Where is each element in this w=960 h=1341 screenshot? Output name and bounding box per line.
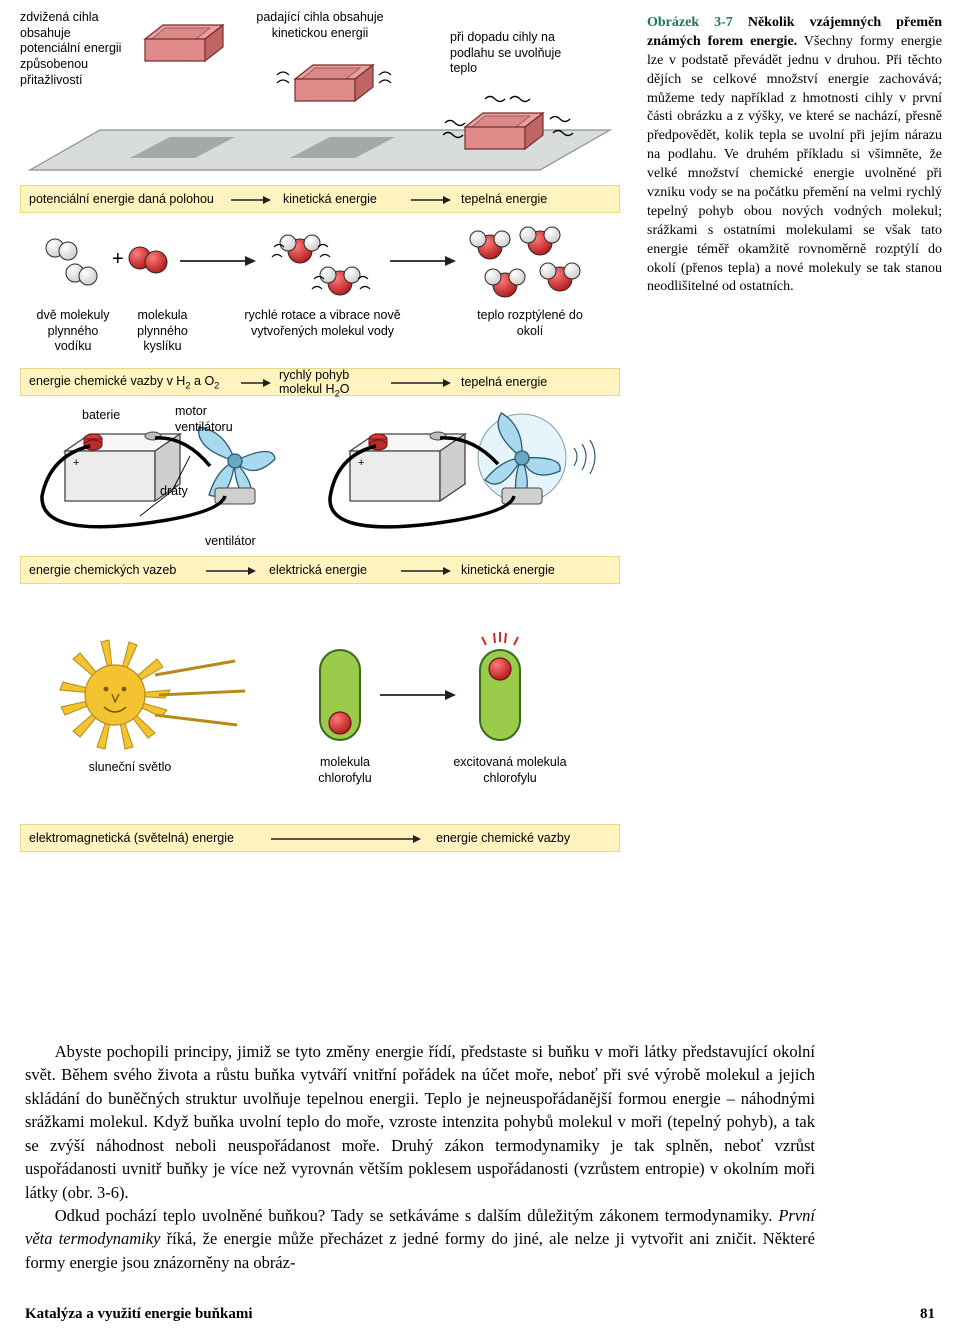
body-text: Abyste pochopili principy, jimiž se tyto… — [25, 1040, 815, 1274]
row4-lab-chloro: molekula chlorofylu — [305, 755, 385, 786]
row4-lab-sun: sluneční světlo — [75, 760, 185, 776]
row1-band-a: potenciální energie daná polohou — [29, 192, 214, 206]
arrow-icon — [206, 564, 256, 578]
row4-lab-excited: excitovaná molekula chlorofylu — [440, 755, 580, 786]
page-footer: Katalýza a využití energie buňkami 81 — [25, 1306, 935, 1323]
body-p2: Odkud pochází teplo uvolněné buňkou? Tad… — [25, 1204, 815, 1274]
row2-lab-right: teplo rozptýlené do okolí — [470, 308, 590, 339]
svg-text:+: + — [112, 248, 124, 270]
row4-sun-chlorophyll: sluneční světlo molekula chlorofylu exci… — [20, 620, 940, 820]
figure-caption: Obrázek 3-7 Několik vzájemných přeměn zn… — [647, 14, 942, 297]
row3-battery-fan: + — [20, 396, 940, 556]
row3-lab-wires: dráty — [160, 484, 188, 500]
row1-band-b: kinetická energie — [283, 192, 377, 206]
row1-band: potenciální energie daná polohou kinetic… — [20, 185, 620, 213]
row3-lab-motor: motor ventilátoru — [175, 404, 255, 435]
row3-band: energie chemických vazeb elektrická ener… — [20, 556, 620, 584]
arrow-icon — [411, 193, 451, 207]
arrow-icon — [391, 376, 451, 390]
row1-band-c: tepelná energie — [461, 192, 547, 206]
footer-section-title: Katalýza a využití energie buňkami — [25, 1306, 253, 1323]
row3-band-c: kinetická energie — [461, 563, 555, 577]
row2-lab-o2: molekula plynného kyslíku — [125, 308, 200, 355]
row2-lab-mid: rychlé rotace a vibrace nově vytvořených… — [235, 308, 410, 339]
row4-band-b: energie chemické vazby — [436, 831, 570, 845]
row2-band-a: energie chemické vazby v H2 a O2 — [29, 374, 219, 391]
page-number: 81 — [920, 1306, 935, 1323]
figure-number: Obrázek 3-7 — [647, 15, 733, 30]
row2-band-c: tepelná energie — [461, 375, 547, 389]
body-p1: Abyste pochopili principy, jimiž se tyto… — [25, 1040, 815, 1204]
arrow-icon — [231, 193, 271, 207]
row4-band: elektromagnetická (světelná) energie ene… — [20, 824, 620, 852]
arrow-icon — [401, 564, 451, 578]
row4-band-a: elektromagnetická (světelná) energie — [29, 831, 234, 845]
row2-band: energie chemické vazby v H2 a O2 rychlý … — [20, 368, 620, 396]
row2-lab-h2: dvě molekuly plynného vodíku — [28, 308, 118, 355]
caption-body: Všechny formy energie lze v podstatě pře… — [647, 34, 942, 295]
row3-lab-fan: ventilátor — [205, 534, 256, 550]
row3-band-b: elektrická energie — [269, 563, 367, 577]
row3-band-a: energie chemických vazeb — [29, 563, 176, 577]
row2-band-b: rychlý pohybmolekul H2O — [279, 369, 350, 399]
arrow-icon — [241, 376, 271, 390]
arrow-icon — [271, 832, 421, 846]
row3-lab-battery: baterie — [82, 408, 120, 424]
row1-svg — [20, 10, 620, 185]
